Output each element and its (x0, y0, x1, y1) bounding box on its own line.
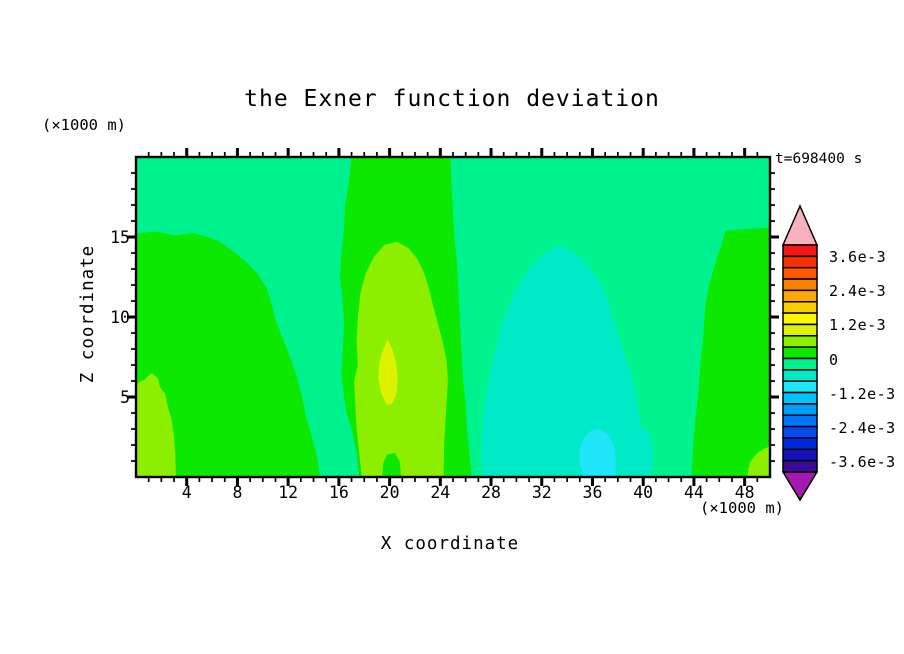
x-tick-label: 44 (683, 483, 704, 502)
x-tick-label: 36 (582, 483, 603, 502)
x-tick-label: 4 (181, 483, 192, 502)
contour-region-chartreuse-left-patch (136, 373, 176, 477)
contour-region-green-left-blob (136, 231, 320, 477)
y-tick-label: 5 (120, 388, 130, 407)
colorbar-tick-label: 1.2e-3 (829, 316, 887, 335)
x-tick-label: 28 (481, 483, 501, 502)
colorbar-tick-label: -3.6e-3 (829, 452, 896, 471)
colorbar-under-arrow (781, 471, 819, 502)
colorbar-segment (782, 380, 818, 394)
colorbar-tick-label: -2.4e-3 (829, 418, 896, 437)
y-tick-label: 10 (110, 308, 130, 327)
colorbar-segment (782, 369, 818, 382)
colorbar-tick-label: 2.4e-3 (829, 282, 887, 301)
contour-region-chartreuse-center-column (354, 241, 448, 477)
contour-region-yellow-core (378, 339, 398, 405)
colorbar-segment (782, 266, 818, 280)
time-annotation: t=698400 s (775, 151, 863, 167)
contour-region-green-right-blob (691, 227, 770, 477)
colorbar-segment (782, 289, 818, 303)
x-axis-title: X coordinate (380, 534, 520, 554)
colorbar-segment (782, 255, 818, 269)
colorbar-segment (782, 357, 818, 371)
contour-plot (127, 148, 779, 486)
colorbar-segment (782, 335, 818, 348)
x-tick-label: 8 (232, 483, 243, 502)
colorbar-segment (782, 346, 818, 360)
colorbar-segment (782, 391, 818, 405)
colorbar-segment (782, 414, 818, 428)
colorbar-segment (782, 301, 818, 314)
contour-region-chartreuse-bottom-right-corner (747, 446, 770, 477)
y-axis-units-label: (×1000 m) (42, 116, 126, 134)
x-tick-label: 20 (379, 483, 400, 502)
x-tick-label: 16 (328, 483, 349, 502)
colorbar-segment (782, 244, 818, 258)
plot-frame (134, 155, 772, 479)
x-tick-label: 12 (278, 483, 299, 502)
colorbar-segment (782, 448, 818, 462)
colorbar-segment (782, 425, 818, 439)
colorbar-segment (782, 312, 818, 326)
x-axis-units-label: (×1000 m) (700, 499, 784, 517)
colorbar-segment (782, 459, 818, 473)
colorbar-segment (782, 323, 818, 337)
colorbar-segment (782, 403, 818, 416)
colorbar-tick-label: 3.6e-3 (829, 248, 887, 267)
colorbar-segment (782, 437, 818, 451)
y-tick-label: 15 (110, 228, 130, 247)
colorbar-tick-label: -1.2e-3 (829, 384, 896, 403)
colorbar-over-arrow (781, 204, 819, 246)
x-tick-label: 32 (531, 483, 552, 502)
x-tick-label: 40 (633, 483, 654, 502)
contour-region-turquoise-low-dome (480, 245, 654, 477)
x-tick-label: 48 (734, 483, 755, 502)
contour-region-cyan-core (579, 429, 616, 477)
chart-title: the Exner function deviation (244, 86, 660, 112)
x-tick-label: 24 (430, 483, 451, 502)
colorbar-tick-label: 0 (829, 350, 839, 369)
colorbar-segment (782, 278, 818, 292)
colorbar (781, 204, 819, 502)
